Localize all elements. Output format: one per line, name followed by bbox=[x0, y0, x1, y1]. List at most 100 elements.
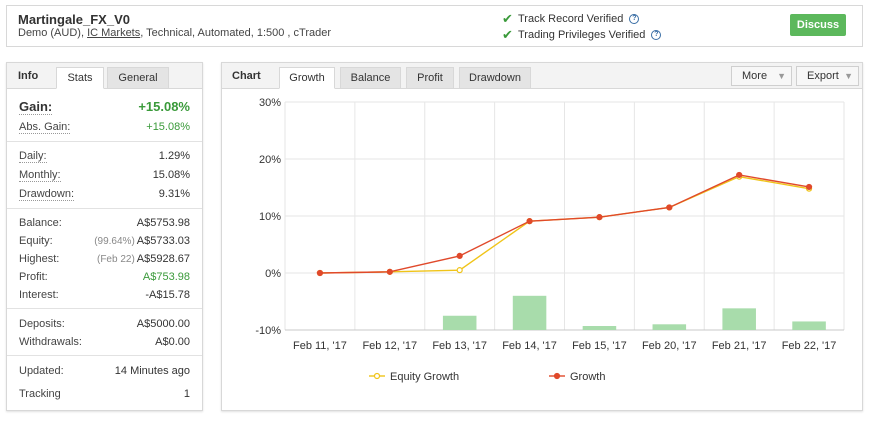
chart-bar bbox=[582, 326, 617, 330]
x-tick-label: Feb 12, '17 bbox=[362, 340, 417, 352]
divider bbox=[7, 208, 202, 209]
highest-value-group: (Feb 22) A$5928.67 bbox=[97, 253, 190, 265]
divider bbox=[7, 308, 202, 309]
interest-value: -A$15.78 bbox=[145, 289, 190, 301]
broker-link[interactable]: IC Markets bbox=[87, 27, 141, 39]
highest-note: (Feb 22) bbox=[96, 254, 135, 265]
system-title: Martingale_FX_V0 bbox=[18, 12, 130, 27]
series-point bbox=[316, 269, 324, 277]
x-tick-label: Feb 13, '17 bbox=[432, 340, 487, 352]
tab-growth[interactable]: Growth bbox=[279, 67, 335, 89]
chart-bar bbox=[652, 324, 687, 330]
series-line bbox=[319, 174, 810, 274]
drawdown-label: Drawdown: bbox=[19, 188, 75, 201]
track-record-verified: ✔ Track Record Verified ? bbox=[502, 11, 640, 27]
series-point bbox=[456, 252, 463, 259]
series-point bbox=[456, 267, 463, 274]
x-tick-label: Feb 15, '17 bbox=[572, 340, 627, 352]
info-title: Info bbox=[18, 70, 39, 82]
series-point bbox=[805, 183, 813, 191]
subtitle-suffix: , Technical, Automated, 1:500 , cTrader bbox=[140, 27, 332, 39]
daily-label: Daily: bbox=[19, 150, 47, 163]
export-dropdown[interactable]: Export ▼ bbox=[796, 66, 859, 86]
divider bbox=[7, 355, 202, 356]
deposits-label: Deposits: bbox=[19, 318, 65, 330]
help-icon[interactable]: ? bbox=[629, 14, 640, 24]
y-tick-label: -10% bbox=[255, 325, 281, 337]
profit-value: A$753.98 bbox=[142, 271, 190, 283]
growth-chart: 30% 20% 10% 0% -10% Feb 11, '17 Feb 12, '17 Feb… bbox=[255, 97, 845, 383]
abs-gain-value: +15.08% bbox=[146, 121, 190, 133]
profit-label: Profit: bbox=[19, 271, 48, 283]
subtitle-prefix: Demo (AUD), bbox=[18, 27, 88, 39]
x-tick-label: Feb 20, '17 bbox=[642, 340, 697, 352]
withdrawals-value: A$0.00 bbox=[155, 336, 190, 348]
series-point bbox=[736, 171, 743, 179]
deposits-value: A$5000.00 bbox=[136, 318, 190, 330]
stats-panel: Info Stats General Gain: +15.08% Abs. Ga… bbox=[6, 62, 203, 411]
chart-bar bbox=[512, 295, 547, 330]
system-header: Martingale_FX_V0 Demo (AUD), IC Markets,… bbox=[6, 5, 863, 47]
tab-stats[interactable]: Stats bbox=[56, 67, 104, 89]
tab-profit[interactable]: Profit bbox=[406, 67, 454, 89]
legend-label: Equity Growth bbox=[390, 371, 459, 383]
equity-note: (99.64%) bbox=[94, 236, 135, 247]
legend-marker bbox=[373, 372, 381, 380]
equity-label: Equity: bbox=[19, 235, 53, 247]
chart-bar bbox=[442, 315, 477, 330]
tab-drawdown[interactable]: Drawdown bbox=[459, 67, 531, 89]
chart-bar bbox=[722, 308, 756, 330]
tab-balance[interactable]: Balance bbox=[340, 67, 401, 89]
chart-title: Chart bbox=[232, 70, 261, 82]
drawdown-value: 9.31% bbox=[158, 188, 190, 200]
updated-label: Updated: bbox=[19, 365, 64, 377]
legend-label: Growth bbox=[570, 371, 605, 383]
chart-bar bbox=[792, 321, 826, 330]
y-tick-label: 30% bbox=[259, 97, 281, 109]
y-tick-label: 0% bbox=[265, 268, 281, 280]
series-point bbox=[596, 214, 603, 221]
equity-value: A$5733.03 bbox=[136, 235, 190, 247]
x-tick-label: Feb 22, '17 bbox=[782, 340, 837, 352]
y-tick-label: 20% bbox=[259, 154, 281, 166]
balance-label: Balance: bbox=[19, 217, 62, 229]
chevron-down-icon: ▼ bbox=[844, 71, 853, 81]
monthly-label: Monthly: bbox=[19, 169, 61, 182]
system-subtitle: Demo (AUD), IC Markets, Technical, Autom… bbox=[18, 27, 331, 39]
daily-value: 1.29% bbox=[158, 150, 190, 162]
stats-tabbar: Info Stats General bbox=[7, 63, 202, 89]
x-tick-label: Feb 21, '17 bbox=[712, 340, 767, 352]
series-point bbox=[386, 268, 393, 275]
trading-privileges-verified: ✔ Trading Privileges Verified ? bbox=[502, 27, 662, 43]
chart-tabbar: Chart Growth Balance Profit Drawdown Mor… bbox=[222, 63, 862, 89]
y-tick-label: 10% bbox=[259, 211, 281, 223]
more-dropdown[interactable]: More ▼ bbox=[731, 66, 792, 86]
monthly-value: 15.08% bbox=[152, 169, 190, 181]
highest-label: Highest: bbox=[19, 253, 60, 265]
interest-label: Interest: bbox=[19, 289, 59, 301]
discuss-button[interactable]: Discuss bbox=[790, 14, 846, 36]
check-icon: ✔ bbox=[502, 27, 513, 42]
tab-general[interactable]: General bbox=[107, 67, 169, 89]
legend-marker bbox=[553, 372, 561, 380]
gain-value: +15.08% bbox=[138, 99, 190, 114]
equity-value-group: (99.64%) A$5733.03 bbox=[94, 235, 190, 247]
series-point bbox=[666, 204, 673, 211]
help-icon[interactable]: ? bbox=[651, 30, 662, 40]
tracking-value: 1 bbox=[183, 388, 190, 400]
balance-value: A$5753.98 bbox=[136, 217, 190, 229]
track-record-label: Track Record Verified bbox=[518, 13, 624, 25]
tracking-label: Tracking bbox=[19, 388, 61, 400]
gain-row: Gain: +15.08% bbox=[19, 99, 190, 115]
abs-gain-label: Abs. Gain: bbox=[19, 121, 71, 134]
chart-panel: Chart Growth Balance Profit Drawdown Mor… bbox=[221, 62, 863, 411]
x-tick-label: Feb 14, '17 bbox=[502, 340, 557, 352]
chevron-down-icon: ▼ bbox=[777, 71, 786, 81]
divider bbox=[7, 141, 202, 142]
x-tick-label: Feb 11, '17 bbox=[293, 340, 347, 352]
trading-privileges-label: Trading Privileges Verified bbox=[518, 29, 646, 41]
gain-label: Gain: bbox=[19, 99, 53, 115]
check-icon: ✔ bbox=[502, 11, 513, 26]
updated-value: 14 Minutes ago bbox=[114, 365, 190, 377]
highest-value: A$5928.67 bbox=[136, 253, 190, 265]
